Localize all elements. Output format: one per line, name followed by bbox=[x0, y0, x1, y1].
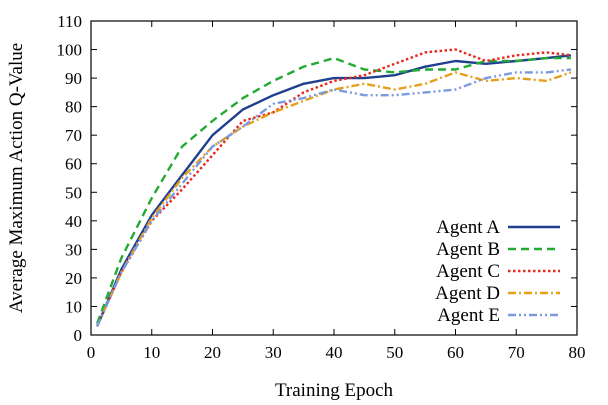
y-tick-label: 20 bbox=[65, 269, 82, 288]
series-line-agent-e bbox=[96, 68, 572, 327]
y-tick-label: 110 bbox=[57, 12, 82, 31]
legend-label: Agent E bbox=[437, 305, 500, 326]
x-axis: 0 10 20 30 40 50 60 70 80 bbox=[87, 21, 586, 362]
series-line-agent-d bbox=[96, 71, 572, 327]
x-tick-label: 40 bbox=[326, 343, 343, 362]
legend-label: Agent D bbox=[435, 283, 500, 304]
legend-label: Agent A bbox=[436, 217, 500, 238]
x-tick-label: 60 bbox=[447, 343, 464, 362]
y-tick-label: 40 bbox=[65, 212, 82, 231]
x-tick-label: 30 bbox=[265, 343, 282, 362]
x-tick-label: 10 bbox=[143, 343, 160, 362]
y-tick-label: 90 bbox=[65, 69, 82, 88]
y-tick-label: 70 bbox=[65, 126, 82, 145]
y-tick-label: 60 bbox=[65, 155, 82, 174]
series-line-agent-a bbox=[95, 54, 572, 327]
x-tick-label: 50 bbox=[386, 343, 403, 362]
y-axis: 0 10 20 30 40 50 60 70 80 90 100 110 bbox=[57, 12, 577, 345]
series-layer bbox=[95, 48, 572, 327]
x-tick-label: 80 bbox=[569, 343, 586, 362]
y-tick-label: 50 bbox=[65, 183, 82, 202]
y-tick-label: 80 bbox=[65, 98, 82, 117]
y-tick-label: 30 bbox=[65, 240, 82, 259]
x-axis-label: Training Epoch bbox=[275, 380, 394, 401]
legend-label: Agent B bbox=[436, 239, 500, 260]
y-tick-label: 100 bbox=[57, 41, 83, 60]
y-tick-label: 0 bbox=[74, 326, 83, 345]
series-line-agent-b bbox=[95, 56, 571, 325]
x-tick-label: 70 bbox=[508, 343, 525, 362]
x-tick-label: 0 bbox=[87, 343, 96, 362]
y-tick-label: 10 bbox=[65, 297, 82, 316]
legend-label: Agent C bbox=[436, 261, 500, 282]
x-tick-label: 20 bbox=[204, 343, 221, 362]
y-axis-label: Average Maximum Action Q-Value bbox=[6, 43, 27, 313]
